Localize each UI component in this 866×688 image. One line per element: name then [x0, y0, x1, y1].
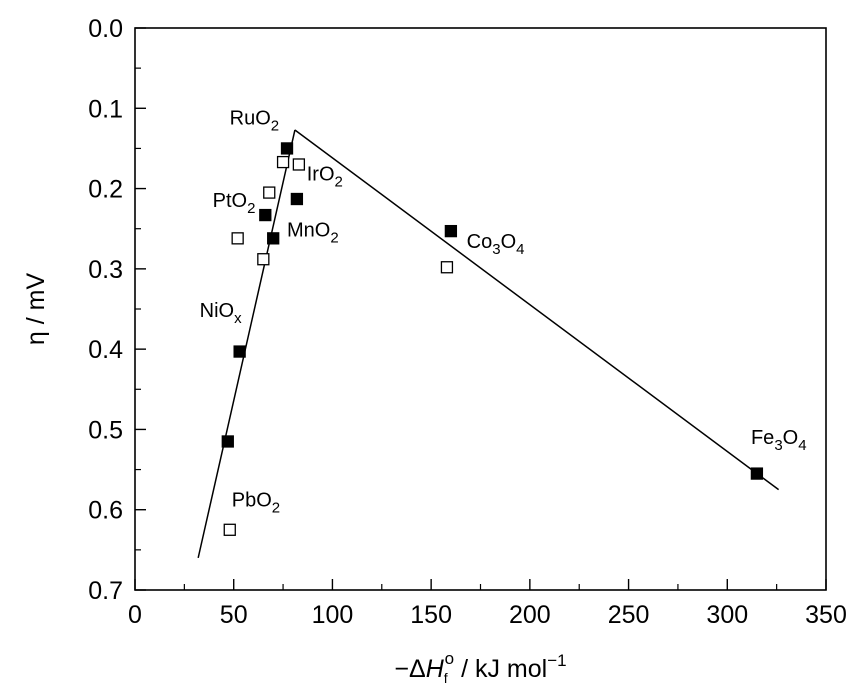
filled-square-point	[444, 224, 458, 238]
compound-label: Co3O4	[467, 231, 525, 258]
x-tick-label: 150	[410, 601, 452, 629]
y-tick-label: 0.0	[88, 15, 123, 43]
open-square-point	[440, 261, 454, 274]
filled-square-point	[259, 208, 272, 222]
open-square-point	[223, 523, 236, 536]
point-annotations: RuO2 IrO2 PtO2 MnO2 Co3O4 NiOx PbO2 Fe3O4	[200, 107, 807, 516]
x-tick-label: 300	[706, 601, 748, 629]
compound-label: RuO2	[230, 107, 279, 134]
y-tick-label: 0.6	[88, 497, 123, 525]
axes: 0 50 100 150 200 250 300 350 0.0 0.1 0.2 0.3 0.4 0.5 0…	[88, 15, 847, 629]
x-tick-label: 350	[805, 601, 847, 629]
y-tick-label: 0.3	[88, 256, 123, 284]
data-points	[221, 142, 764, 536]
x-axis-title: −ΔHfo / kJ mol−1	[394, 649, 566, 686]
trend-lines	[197, 129, 780, 559]
filled-square-point	[233, 345, 246, 358]
filled-square-point	[750, 467, 764, 480]
filled-square-point	[221, 435, 234, 448]
y-axis-title: η / mV	[22, 273, 50, 346]
compound-label: MnO2	[287, 220, 339, 247]
filled-square-point	[267, 232, 280, 245]
y-tick-label: 0.7	[88, 577, 123, 605]
x-tick-label: 50	[220, 601, 248, 629]
y-tick-label: 0.5	[88, 416, 123, 444]
filled-square-point	[280, 142, 294, 155]
trend-line	[294, 129, 780, 491]
axis-titles: η / mV −ΔHfo / kJ mol−1	[22, 273, 567, 686]
open-square-point	[263, 186, 276, 199]
y-tick-label: 0.4	[88, 336, 123, 364]
x-tick-label: 100	[312, 601, 354, 629]
compound-label: Fe3O4	[751, 427, 807, 454]
open-square-point	[276, 155, 290, 169]
open-square-point	[231, 232, 244, 245]
x-tick-label: 200	[509, 601, 551, 629]
compound-label: IrO2	[307, 164, 343, 191]
x-tick-label: 0	[128, 601, 142, 629]
open-square-point	[257, 253, 270, 266]
compound-label: PbO2	[232, 490, 280, 517]
x-tick-label: 250	[608, 601, 650, 629]
trend-line	[197, 129, 296, 559]
filled-square-point	[290, 192, 304, 206]
compound-label: NiOx	[200, 300, 242, 327]
y-tick-label: 0.1	[88, 95, 123, 123]
open-square-point	[292, 158, 306, 171]
y-tick-label: 0.2	[88, 176, 123, 204]
compound-label: PtO2	[213, 190, 256, 217]
